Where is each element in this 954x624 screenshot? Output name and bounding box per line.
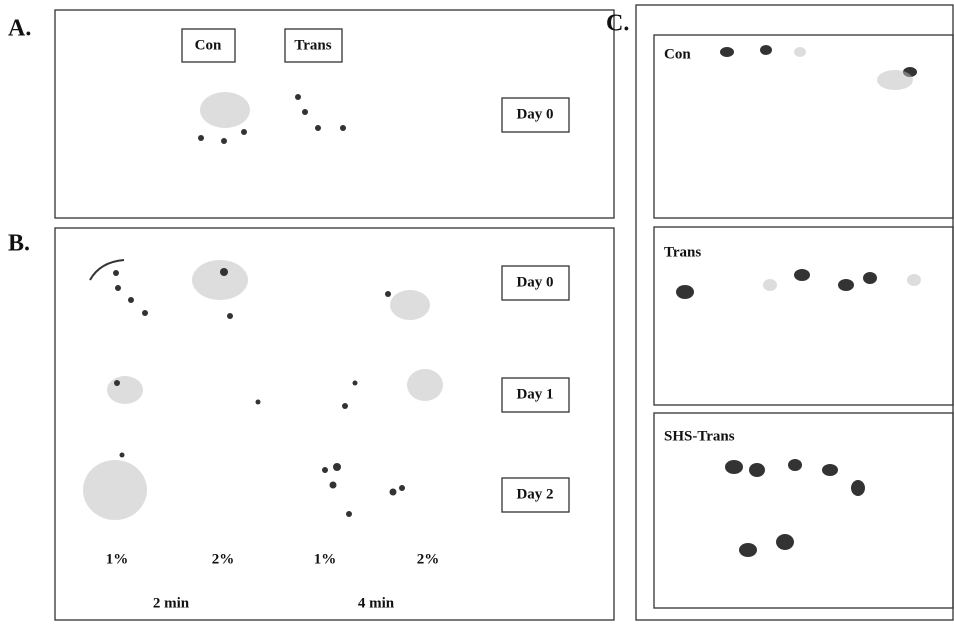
figure: A. B. C. Con Trans Day 0 Day 0 Day 1 Day… — [0, 0, 954, 624]
cell-blob — [113, 270, 119, 276]
haze — [83, 460, 147, 520]
cell-blob — [851, 480, 865, 496]
cell-blob — [227, 313, 233, 319]
cell-blob — [720, 47, 734, 57]
cell-blob — [342, 403, 348, 409]
cell-blob — [322, 467, 328, 473]
cell-blob — [220, 268, 228, 276]
cell-blob — [142, 310, 148, 316]
cell-blob — [315, 125, 321, 131]
cell-blob — [346, 511, 352, 517]
concentration-label: 1% — [314, 551, 337, 567]
cell-blob — [198, 135, 204, 141]
haze — [907, 274, 921, 286]
cell-blob — [676, 285, 694, 299]
day-label: Day 0 — [516, 106, 553, 122]
day-label: Day 0 — [516, 274, 553, 290]
cell-blob — [295, 94, 301, 100]
cell-blob — [330, 482, 337, 489]
concentration-label: 1% — [106, 551, 129, 567]
cell-blob — [838, 279, 854, 291]
cell-blob — [776, 534, 794, 550]
cell-blob — [788, 459, 802, 471]
panel-c-frame — [636, 5, 953, 620]
cell-blob — [749, 463, 765, 477]
colonies — [83, 260, 443, 520]
haze — [794, 47, 806, 57]
haze — [877, 70, 913, 90]
concentration-label: 2% — [212, 551, 235, 567]
cells — [676, 45, 921, 557]
cell-blob — [739, 543, 757, 557]
cell-blob — [256, 400, 261, 405]
cell-blob — [385, 291, 391, 297]
haze — [407, 369, 443, 401]
cell-blob — [399, 485, 405, 491]
day-label: Day 1 — [516, 386, 553, 402]
group-label: Trans — [294, 37, 331, 53]
cell-blob — [390, 489, 397, 496]
cell-blob — [725, 460, 743, 474]
day-label: Day 2 — [516, 486, 553, 502]
condition-label: Trans — [664, 244, 701, 260]
cell-blob — [340, 125, 346, 131]
haze — [763, 279, 777, 291]
panel-label: C. — [606, 11, 629, 37]
time-label: 2 min — [153, 595, 190, 611]
cell-blob — [863, 272, 877, 284]
panel-label: A. — [8, 16, 31, 42]
cell-blob — [794, 269, 810, 281]
haze — [200, 92, 250, 128]
haze — [192, 260, 248, 300]
group-label: Con — [195, 37, 222, 53]
cell-blob — [302, 109, 308, 115]
time-label: 4 min — [358, 595, 395, 611]
cell-blob — [353, 381, 358, 386]
condition-label: Con — [664, 46, 691, 62]
panel-label: B. — [8, 231, 30, 257]
cell-blob — [333, 463, 341, 471]
haze — [390, 290, 430, 320]
cell-blob — [822, 464, 838, 476]
cell-blob — [221, 138, 227, 144]
colonies — [198, 92, 346, 144]
condition-label: SHS-Trans — [664, 428, 735, 444]
panel-c-inner — [654, 35, 953, 218]
cell-blob — [114, 380, 120, 386]
cell-blob — [90, 260, 124, 280]
cell-blob — [120, 453, 125, 458]
haze — [107, 376, 143, 404]
cell-blob — [760, 45, 772, 55]
cell-blob — [115, 285, 121, 291]
concentration-label: 2% — [417, 551, 440, 567]
cell-blob — [241, 129, 247, 135]
cell-blob — [128, 297, 134, 303]
